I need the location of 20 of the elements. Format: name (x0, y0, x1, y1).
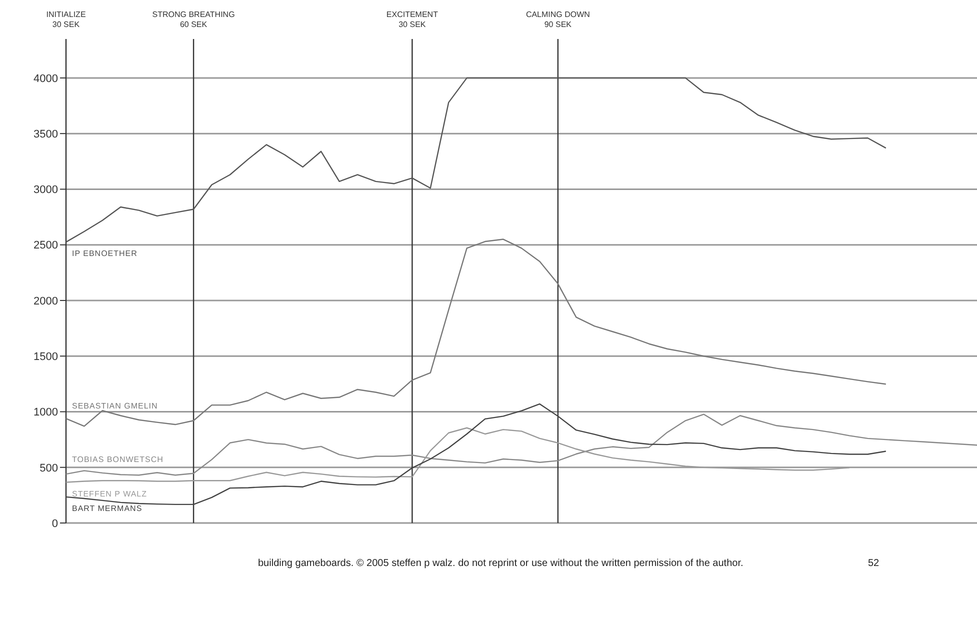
y-tick-label: 3500 (34, 128, 58, 140)
y-tick-label: 2500 (34, 240, 58, 252)
series-label: IP EBNOETHER (72, 249, 138, 258)
y-tick-label: 500 (40, 462, 58, 474)
text: 52 (868, 558, 880, 569)
y-tick-label: 3000 (34, 184, 58, 196)
series-label: TOBIAS BONWETSCH (72, 455, 164, 464)
x-tick-label: INITIALIZE 30 SEK (46, 10, 86, 29)
series-label: BART MERMANS (72, 504, 142, 513)
y-tick-label: 0 (52, 518, 58, 530)
text: building gameboards. © 2005 steffen p walz. do not reprint or use without the written permission of the author. (258, 558, 744, 569)
y-tick-label: 1500 (34, 351, 58, 364)
y-tick-label: 2000 (34, 295, 58, 308)
x-tick-label: CALMING DOWN 90 SEK (526, 10, 590, 29)
y-tick-label: 4000 (34, 72, 58, 85)
x-tick-label: STRONG BREATHING 60 SEK (152, 10, 235, 29)
series-label: SEBASTIAN GMELIN (72, 402, 158, 411)
y-tick-label: 1000 (34, 406, 58, 419)
x-tick-label: EXCITEMENT 30 SEK (386, 10, 438, 29)
series-label: STEFFEN P WALZ (72, 489, 148, 498)
